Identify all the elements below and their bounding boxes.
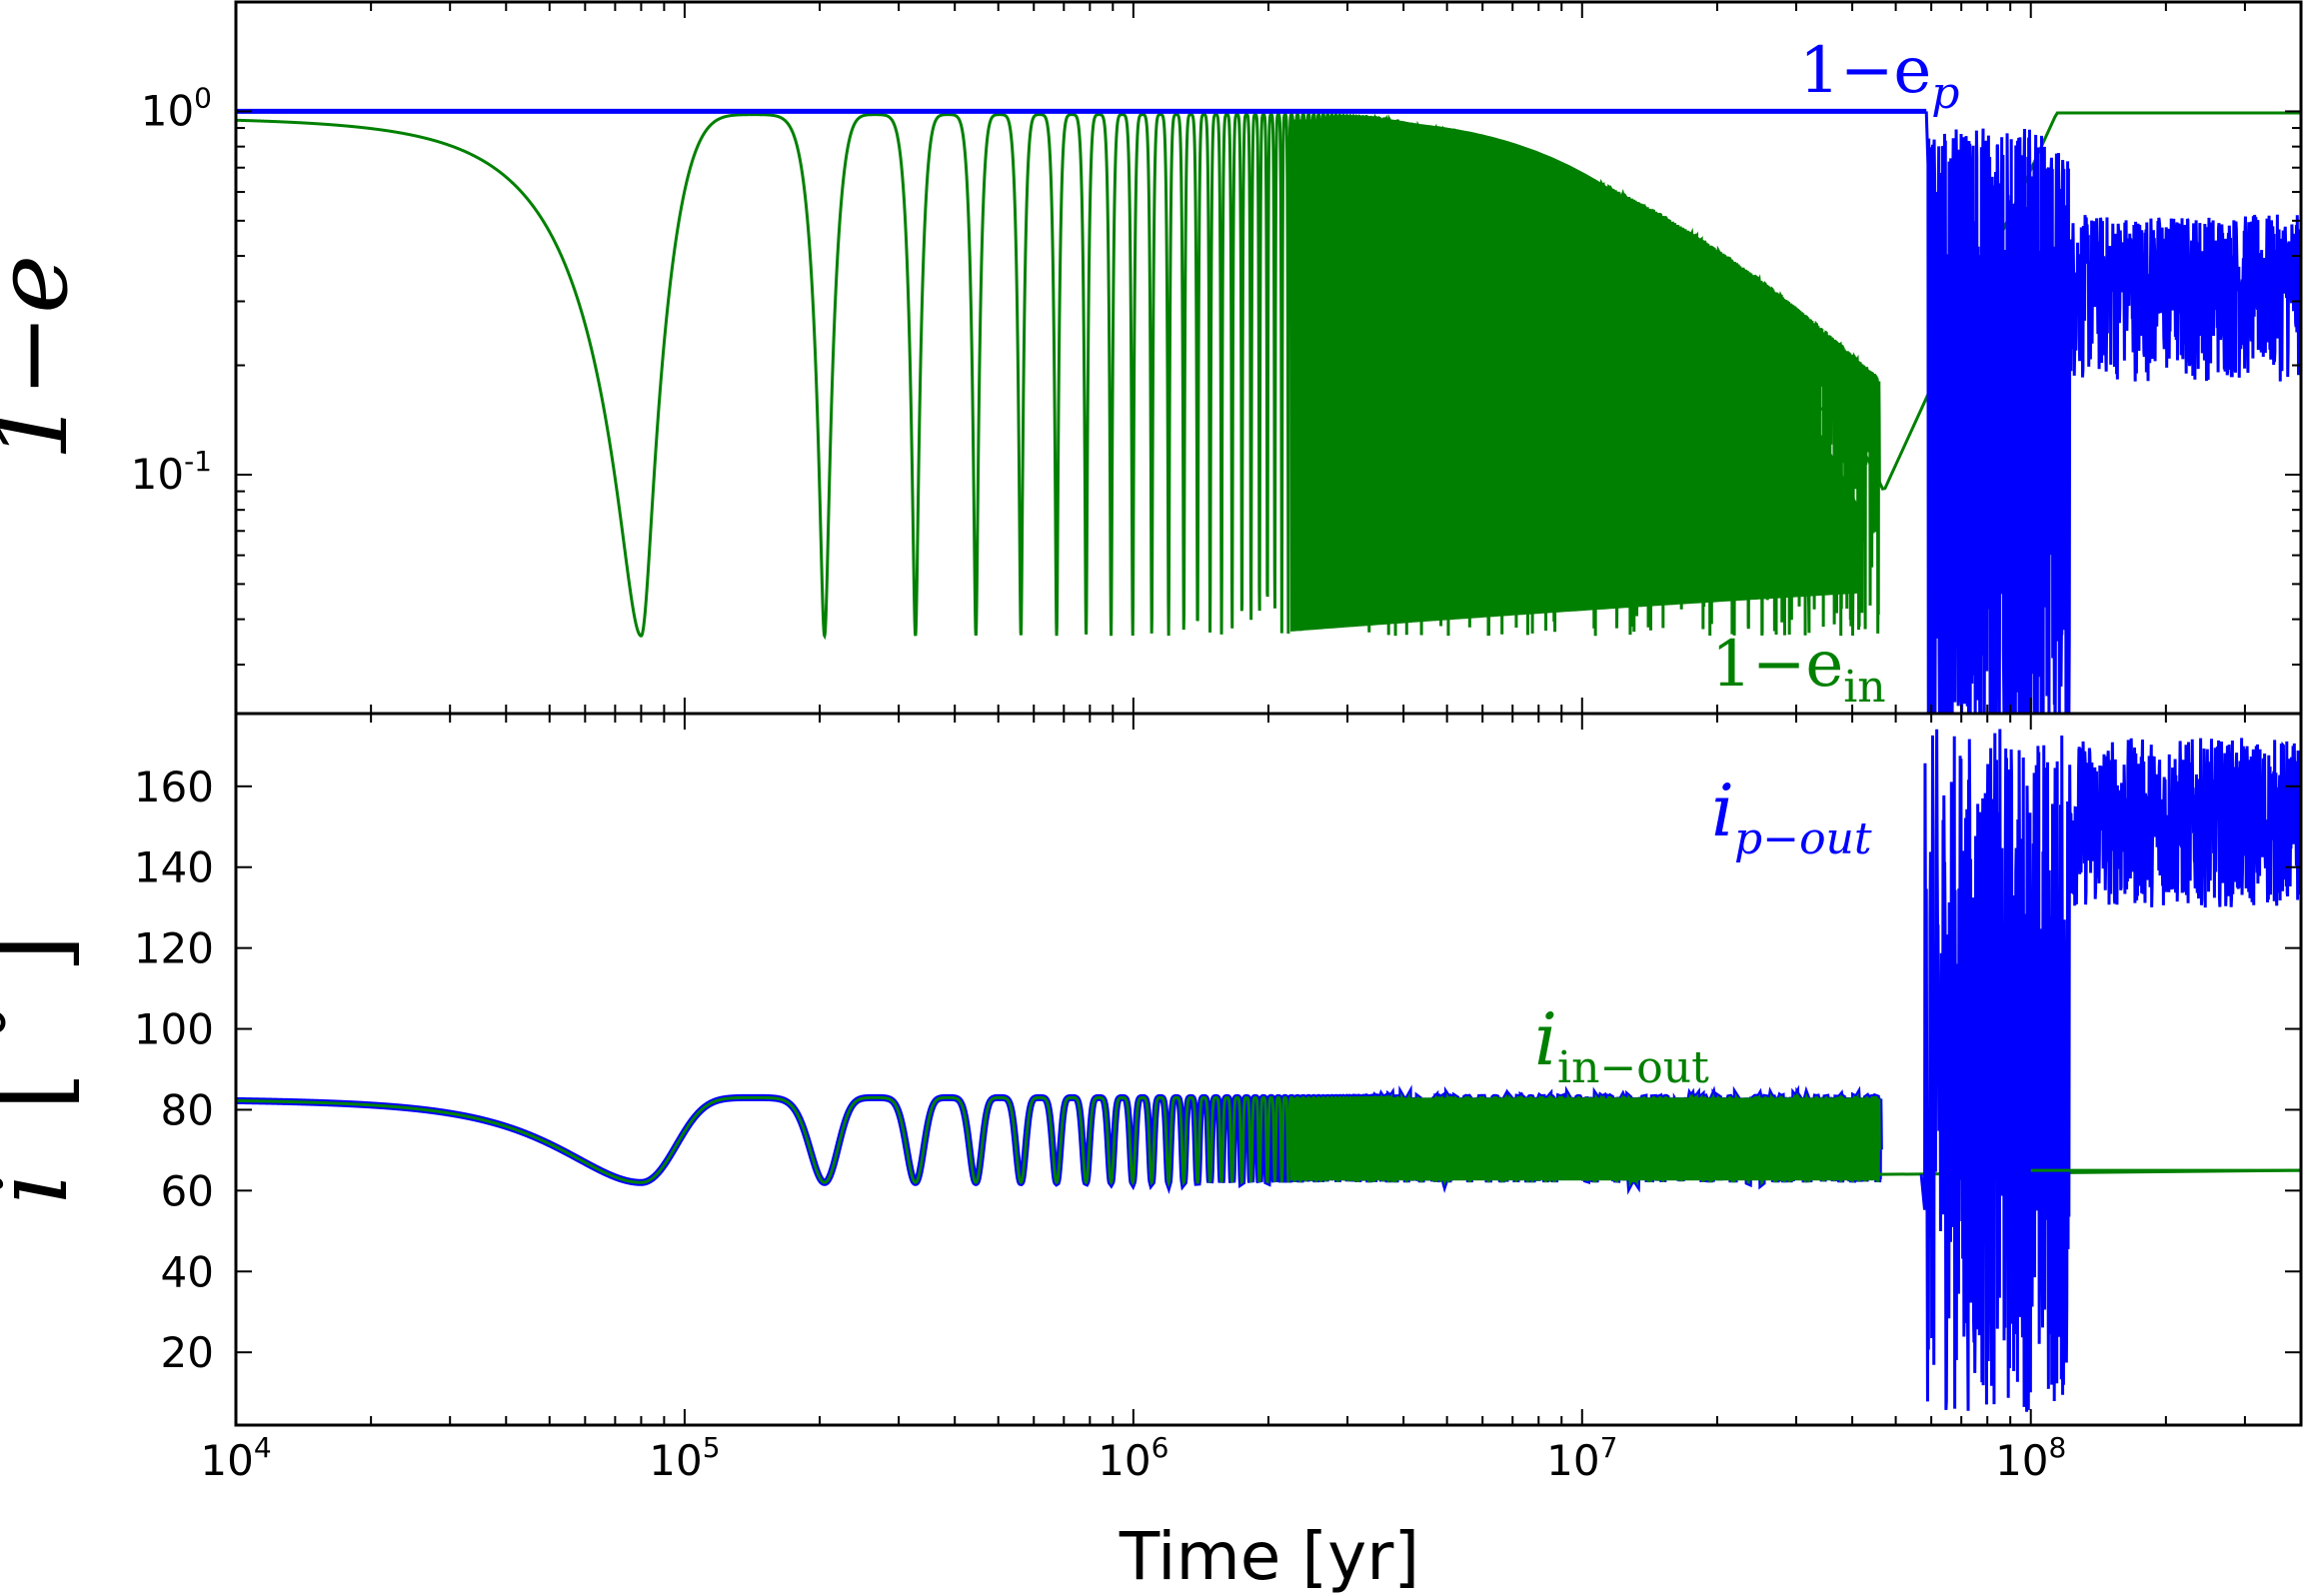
- y-tick-label-bottom: 40: [161, 1247, 214, 1296]
- label-1-e-p: 1−ep: [1799, 34, 1959, 119]
- series-i-p-out-chaotic: [1919, 729, 2301, 1412]
- y-tick-label-bottom: 80: [161, 1085, 214, 1134]
- tick-labels: 104 105 106 107 108 100 10-1 20 40 60 80 100 120 140 1…: [131, 81, 2067, 1485]
- y-tick-label-bottom: 160: [134, 763, 214, 811]
- series-1-e-in-tail: [1808, 111, 2301, 491]
- x-tick-label: 107: [1546, 1431, 1617, 1485]
- label-i-p-out: ip−out: [1711, 769, 1872, 864]
- x-tick-label: 104: [200, 1431, 271, 1485]
- y-tick-label-bottom: 140: [134, 843, 214, 892]
- tick-marks: [235, 1, 2302, 1425]
- label-1-e-in: 1−ein: [1711, 628, 1886, 713]
- series-1-e-in-dense-region: [1290, 119, 1862, 632]
- bottom-y-axis-title: i [ ° ]: [0, 934, 90, 1204]
- svg-text:i [ ° ]: i [ ° ]: [0, 934, 90, 1204]
- y-tick-label-bottom: 20: [161, 1328, 214, 1377]
- y-tick-label-top: 100: [141, 81, 212, 135]
- series-1-e-p-chaotic: [1924, 111, 2301, 714]
- x-tick-label: 105: [649, 1431, 720, 1485]
- top-y-axis-title: 1−e: [0, 255, 90, 462]
- x-tick-label: 108: [1995, 1431, 2066, 1485]
- series-i-in-out-dense-region: [1290, 1097, 1880, 1181]
- y-tick-label-bottom: 100: [134, 1005, 214, 1054]
- y-tick-label-bottom: 60: [161, 1166, 214, 1215]
- x-tick-label: 106: [1098, 1431, 1168, 1485]
- top-panel-series: [236, 108, 2301, 714]
- y-tick-label-top: 10-1: [131, 445, 212, 499]
- bottom-panel-series: [236, 729, 2301, 1412]
- label-i-in-out: iin−out: [1534, 997, 1709, 1093]
- x-axis-title: Time [yr]: [1119, 1518, 1419, 1595]
- y-tick-label-bottom: 120: [134, 924, 214, 973]
